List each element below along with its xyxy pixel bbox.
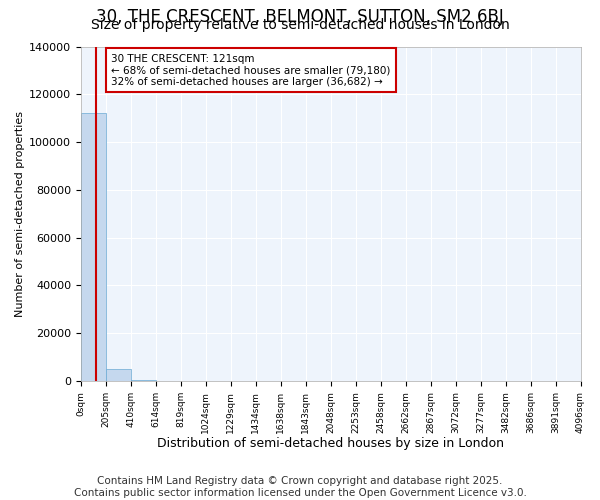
X-axis label: Distribution of semi-detached houses by size in London: Distribution of semi-detached houses by … [157,437,504,450]
Text: Size of property relative to semi-detached houses in London: Size of property relative to semi-detach… [91,18,509,32]
Bar [106,369,131,381]
Y-axis label: Number of semi-detached properties: Number of semi-detached properties [15,110,25,316]
Bar [131,380,156,381]
Text: 30 THE CRESCENT: 121sqm
← 68% of semi-detached houses are smaller (79,180)
32% o: 30 THE CRESCENT: 121sqm ← 68% of semi-de… [111,54,391,87]
Text: 30, THE CRESCENT, BELMONT, SUTTON, SM2 6BJ: 30, THE CRESCENT, BELMONT, SUTTON, SM2 6… [96,8,504,26]
Text: Contains HM Land Registry data © Crown copyright and database right 2025.
Contai: Contains HM Land Registry data © Crown c… [74,476,526,498]
Bar [81,114,106,381]
